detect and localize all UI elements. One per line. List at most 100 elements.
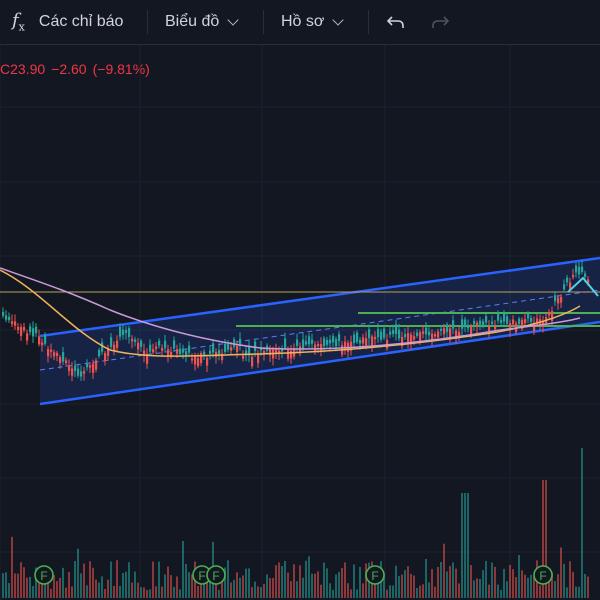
volume-bar	[554, 580, 556, 598]
candle-body	[161, 347, 164, 351]
candle-body	[461, 319, 464, 329]
volume-bar	[449, 566, 451, 598]
volume-bar	[116, 560, 118, 598]
candle-body	[167, 349, 170, 357]
volume-bar	[209, 568, 211, 598]
candle-body	[251, 356, 254, 367]
candle-body	[560, 296, 563, 303]
volume-bar	[548, 574, 550, 598]
candle-body	[221, 353, 224, 361]
redo-icon	[432, 16, 450, 28]
candle-body	[257, 354, 260, 364]
candle-body	[56, 352, 59, 356]
candle-body	[281, 348, 284, 352]
candle-body	[44, 335, 47, 344]
volume-bar	[89, 561, 91, 598]
volume-bar	[110, 561, 112, 598]
candle-body	[503, 313, 506, 322]
volume-bar	[251, 587, 253, 598]
event-marker-label: F	[539, 569, 546, 583]
candle-body	[359, 339, 362, 344]
candle-body	[314, 344, 317, 351]
candle-body	[269, 348, 272, 356]
volume-bar	[203, 571, 205, 598]
candle-body	[521, 319, 524, 329]
candle-body	[407, 333, 410, 343]
volume-bar	[347, 583, 349, 598]
candle-body	[551, 311, 554, 321]
volume-bar	[122, 572, 124, 598]
candle-body	[512, 319, 515, 325]
volume-bar	[191, 574, 193, 598]
volume-bar	[572, 571, 574, 598]
candle-body	[137, 342, 140, 350]
candle-body	[170, 352, 173, 356]
candle-body	[518, 318, 521, 324]
volume-bar	[17, 573, 19, 598]
candle-body	[59, 357, 62, 363]
candle-body	[89, 365, 92, 368]
volume-bar	[446, 571, 448, 598]
volume-bar	[395, 565, 397, 598]
candle-body	[200, 353, 203, 364]
candle-body	[5, 315, 8, 320]
volume-bar	[224, 567, 226, 598]
candle-body	[218, 349, 221, 355]
volume-bar	[230, 582, 232, 598]
indicator-lines	[0, 267, 599, 357]
volume-bar	[221, 579, 223, 598]
candle-body	[308, 336, 311, 345]
candle-body	[11, 321, 14, 325]
volume-bar	[185, 563, 187, 598]
volume-bar	[263, 583, 265, 598]
volume-bar	[578, 586, 580, 598]
volume-bar	[410, 573, 412, 598]
candle-body	[587, 279, 590, 284]
candle-body	[131, 338, 134, 342]
volume-bar	[29, 576, 31, 598]
channel-upper-line	[39, 256, 600, 338]
undo-button[interactable]	[386, 0, 406, 44]
candle-body	[50, 349, 53, 352]
event-marker-label: F	[371, 569, 378, 583]
volume-bar	[584, 573, 586, 598]
candle-body	[401, 336, 404, 347]
volume-bar	[173, 586, 175, 598]
candle-body	[389, 331, 392, 335]
candle-body	[497, 312, 500, 321]
chart-menu-button[interactable]: Biểu đồ	[165, 0, 239, 44]
volume-bar	[404, 570, 406, 598]
volume-bar	[35, 567, 37, 598]
candle-body	[452, 320, 455, 329]
candle-body	[179, 348, 182, 355]
candle-body	[185, 351, 188, 357]
candle-body	[203, 351, 206, 356]
volume-bar	[140, 587, 142, 598]
candle-body	[428, 331, 431, 336]
event-marker-icon: F	[34, 565, 54, 585]
volume-bar	[107, 579, 109, 598]
volume-bar	[557, 574, 559, 598]
candle-body	[2, 311, 5, 316]
volume-bar	[242, 575, 244, 598]
volume-bar	[428, 582, 430, 598]
volume-bar	[233, 579, 235, 598]
candle-body	[26, 333, 29, 341]
candle-body	[569, 282, 572, 291]
candle-body	[383, 328, 386, 338]
candle-body	[209, 350, 212, 354]
profile-menu-button[interactable]: Hồ sơ	[281, 0, 345, 44]
volume-bar	[389, 585, 391, 598]
volume-bar	[587, 576, 589, 598]
candle-body	[17, 326, 20, 331]
redo-button[interactable]	[430, 0, 450, 44]
candle-body	[527, 313, 530, 319]
volume-bar	[167, 566, 169, 598]
candle-body	[77, 368, 80, 376]
volume-bar	[413, 575, 415, 598]
candle-body	[146, 353, 149, 364]
indicators-button[interactable]: fx Các chỉ báo	[12, 0, 123, 44]
volume-bar	[275, 565, 277, 598]
moving-average-long	[0, 267, 581, 350]
